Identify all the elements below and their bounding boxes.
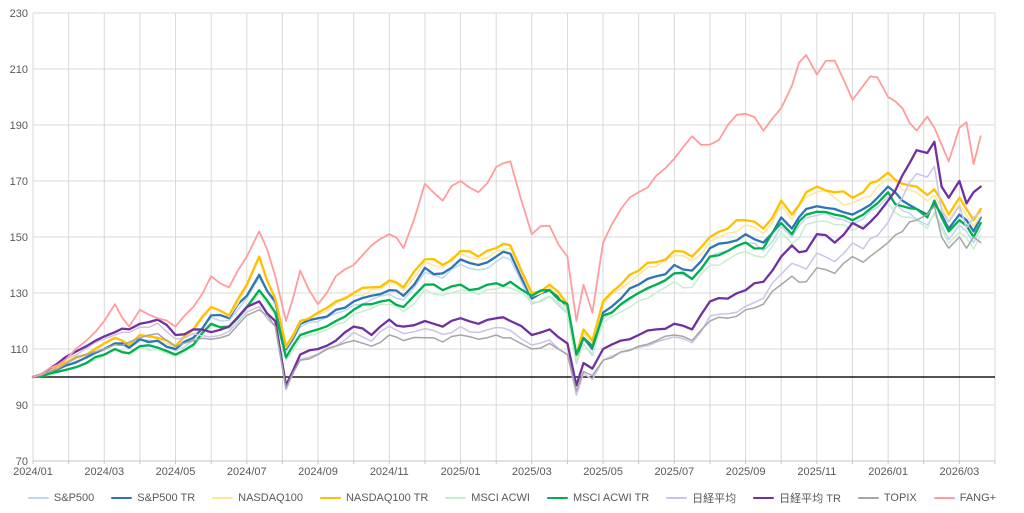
x-axis-label: 2026/03 bbox=[939, 466, 979, 478]
legend-swatch bbox=[111, 496, 133, 500]
legend-item-s-p500-tr: S&P500 TR bbox=[111, 492, 195, 504]
x-axis-label: 2024/05 bbox=[156, 466, 196, 478]
legend: S&P500 S&P500 TR NASDAQ100 NASDAQ100 TR MSCI… bbox=[0, 486, 1024, 510]
legend-swatch bbox=[445, 497, 467, 499]
legend-label: 日経平均 TR bbox=[779, 493, 841, 505]
legend-item-s-p500: S&P500 bbox=[27, 492, 95, 504]
series-line-msci-acwi-tr bbox=[31, 191, 982, 379]
x-axis-label: 2025/03 bbox=[512, 466, 552, 478]
x-axis-label: 2026/01 bbox=[868, 466, 908, 478]
x-axis-label: 2024/01 bbox=[13, 466, 53, 478]
x-axis-label: 2024/11 bbox=[370, 466, 409, 478]
y-axis-label: 110 bbox=[10, 344, 28, 356]
plot-area: 70 90 110 130 150 170 190 210 230 2024/01 2024/03 2… bbox=[10, 8, 996, 478]
series-line-- bbox=[32, 165, 982, 396]
legend-label: NASDAQ100 TR bbox=[345, 492, 429, 504]
x-axis-label: 2024/07 bbox=[227, 466, 267, 478]
legend-swatch bbox=[933, 497, 955, 499]
y-axis-label: 150 bbox=[10, 232, 28, 244]
legend-item--: 日経平均 bbox=[666, 490, 736, 506]
y-axis-label: 230 bbox=[10, 8, 28, 20]
y-axis-label: 190 bbox=[10, 120, 28, 132]
x-axis-label: 2025/09 bbox=[726, 466, 766, 478]
x-axis-label: 2025/11 bbox=[797, 466, 836, 478]
legend-label: S&P500 TR bbox=[137, 492, 196, 504]
legend-swatch bbox=[857, 497, 879, 499]
legend-swatch bbox=[319, 496, 341, 500]
legend-label: 日経平均 bbox=[692, 493, 737, 505]
y-axis-label: 170 bbox=[10, 176, 28, 188]
legend-label: TOPIX bbox=[883, 492, 917, 504]
legend-label: S&P500 bbox=[53, 492, 95, 504]
series-line-s-p500 bbox=[32, 195, 982, 378]
legend-item-nasdaq100: NASDAQ100 bbox=[212, 492, 303, 504]
legend-item-nasdaq100-tr: NASDAQ100 TR bbox=[319, 492, 429, 504]
legend-item--tr: 日経平均 TR bbox=[753, 490, 841, 506]
x-axis-label: 2025/01 bbox=[441, 466, 481, 478]
legend-swatch bbox=[27, 497, 49, 499]
x-axis-label: 2024/03 bbox=[84, 466, 124, 478]
legend-swatch bbox=[753, 496, 775, 500]
legend-swatch bbox=[546, 496, 568, 500]
legend-label: MSCI ACWI TR bbox=[572, 492, 650, 504]
y-axis-label: 210 bbox=[10, 64, 28, 76]
x-axis-label: 2025/07 bbox=[654, 466, 694, 478]
y-axis-label: 130 bbox=[10, 288, 28, 300]
y-axis-label: 90 bbox=[16, 400, 28, 412]
legend-label: FANG+ bbox=[959, 492, 997, 504]
legend-item-msci-acwi: MSCI ACWI bbox=[445, 492, 530, 504]
legend-label: NASDAQ100 bbox=[238, 492, 303, 504]
legend-swatch bbox=[666, 497, 688, 499]
legend-item-topix: TOPIX bbox=[857, 492, 917, 504]
legend-label: MSCI ACWI bbox=[471, 492, 530, 504]
series-line-topix bbox=[32, 205, 982, 392]
x-axis-label: 2025/05 bbox=[583, 466, 623, 478]
legend-swatch bbox=[212, 497, 234, 499]
series-line-fang- bbox=[32, 54, 982, 378]
x-axis-label: 2024/09 bbox=[298, 466, 338, 478]
legend-item-msci-acwi-tr: MSCI ACWI TR bbox=[546, 492, 650, 504]
series-line--tr bbox=[31, 140, 982, 387]
series-line-msci-acwi bbox=[32, 202, 982, 378]
y-axis-label: 70 bbox=[16, 456, 28, 468]
legend-item-fang-: FANG+ bbox=[933, 492, 997, 504]
series-line-s-p500-tr bbox=[31, 185, 982, 379]
